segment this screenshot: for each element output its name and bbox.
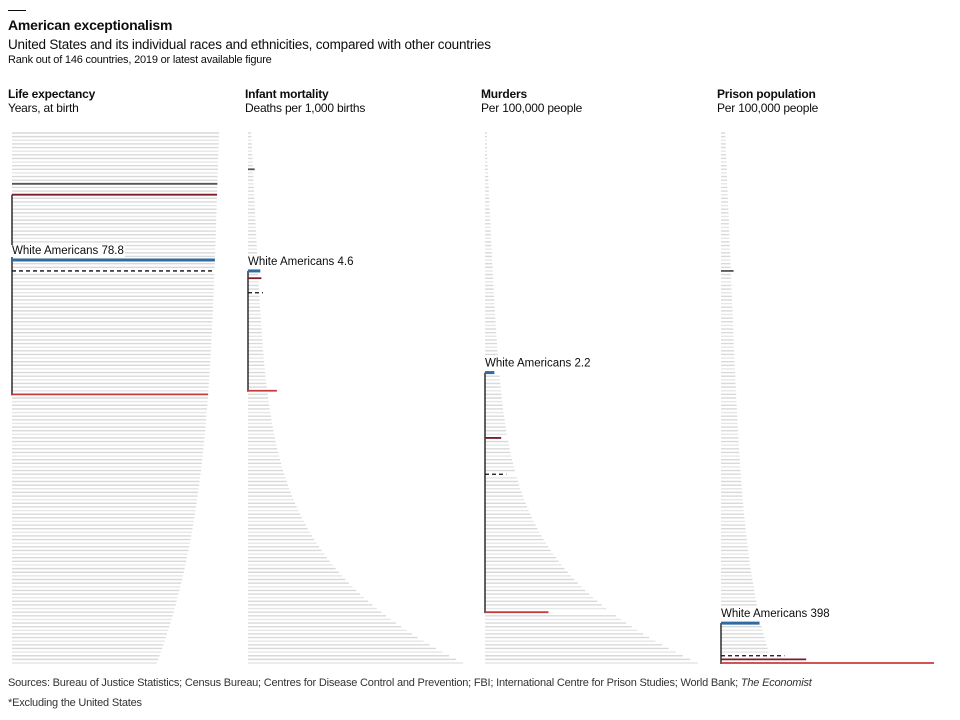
- chart-title: American exceptionalism: [8, 17, 173, 33]
- footnote: *Excluding the United States: [8, 697, 142, 709]
- panel-title: Murders: [481, 87, 527, 101]
- label-background: [720, 608, 831, 621]
- label-background: [11, 245, 125, 258]
- panel-unit: Per 100,000 people: [481, 101, 583, 115]
- chart-subtitle: United States and its individual races a…: [8, 37, 491, 52]
- panel-header-infant-mortality: Infant mortality Deaths per 1,000 births: [245, 87, 365, 115]
- white-americans-label: White Americans 398: [721, 608, 830, 620]
- rank-note: Rank out of 146 countries, 2019 or lates…: [8, 54, 272, 66]
- panel-header-life-expectancy: Life expectancy Years, at birth: [8, 87, 95, 115]
- panel-title: Life expectancy: [8, 87, 96, 101]
- panel-unit: Per 100,000 people: [717, 101, 819, 115]
- sources-note: Sources: Bureau of Justice Statistics; C…: [8, 677, 812, 689]
- sources-text: Sources: Bureau of Justice Statistics; C…: [8, 677, 741, 689]
- panel-title: Infant mortality: [245, 87, 329, 101]
- label-background: [247, 255, 355, 268]
- panel-unit: Deaths per 1,000 births: [245, 101, 366, 115]
- panel-unit: Years, at birth: [8, 101, 79, 115]
- white-americans-label: White Americans 2.2: [485, 358, 590, 370]
- sources-publisher: The Economist: [740, 677, 812, 689]
- white-americans-label: White Americans 78.8: [12, 245, 124, 257]
- label-background: [484, 357, 592, 370]
- panel-title: Prison population: [717, 87, 816, 101]
- panel-header-prison-population: Prison population Per 100,000 people: [717, 87, 818, 115]
- panel-header-murders: Murders Per 100,000 people: [481, 87, 582, 115]
- white-americans-label: White Americans 4.6: [248, 256, 353, 268]
- header-rule: [8, 10, 26, 11]
